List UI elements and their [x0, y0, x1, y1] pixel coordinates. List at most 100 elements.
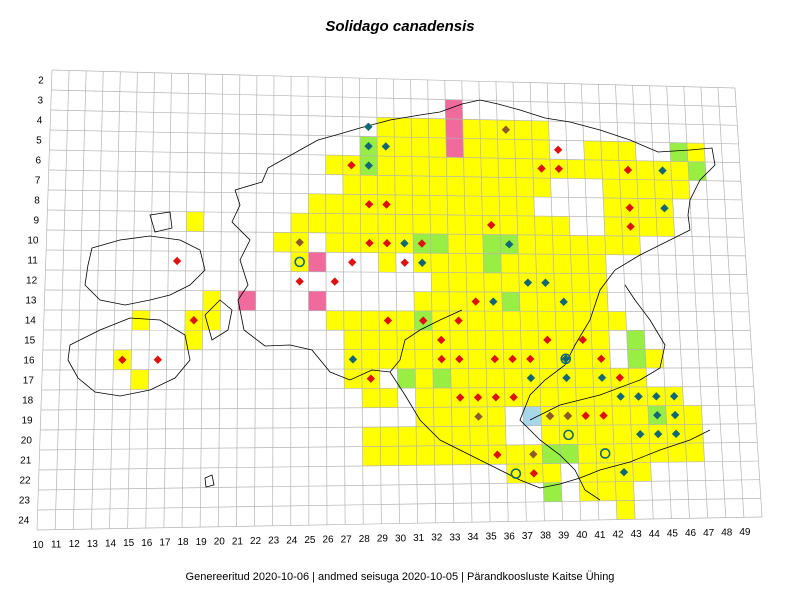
row-label: 23: [19, 496, 31, 507]
grid-cell-yellow: [468, 349, 487, 369]
grid-cell-yellow: [428, 118, 446, 138]
grid-line: [36, 69, 53, 531]
grid-cell-yellow: [600, 141, 619, 161]
grid-cell-yellow: [487, 406, 506, 427]
grid-cell-yellow: [483, 272, 502, 293]
grid-cell-yellow: [520, 311, 539, 331]
grid-line: [47, 209, 744, 219]
grid-cell-yellow: [589, 273, 608, 293]
grid-cell-green: [542, 444, 561, 464]
marker-diamond-teal: [636, 429, 645, 439]
grid-cell-yellow: [570, 254, 589, 274]
grid-line: [109, 71, 121, 529]
grid-cell-yellow: [684, 424, 704, 444]
grid-cell-yellow: [574, 349, 593, 369]
grid-line: [54, 70, 70, 530]
marker-diamond-red: [365, 238, 374, 248]
grid-line: [181, 73, 189, 528]
grid-cell-yellow: [595, 425, 614, 445]
grid-cell-green: [687, 161, 707, 181]
grid-cell-yellow: [431, 272, 450, 292]
grid-line: [72, 70, 87, 530]
row-label: 2: [38, 76, 44, 87]
grid-cell-yellow: [485, 330, 504, 350]
grid-cell-yellow: [380, 426, 399, 447]
grid-cell-yellow: [602, 179, 621, 199]
grid-cell-yellow: [613, 443, 633, 463]
grid-line: [495, 81, 509, 522]
column-label: 40: [576, 530, 588, 541]
grid-line: [254, 75, 258, 527]
grid-cell-yellow: [497, 139, 516, 159]
grid-line: [46, 229, 745, 238]
marker-diamond-red: [153, 355, 163, 364]
grid-cell-yellow: [553, 254, 572, 274]
island-saaremaa: [84, 235, 206, 306]
grid-line: [48, 169, 741, 182]
marker-diamond-red: [364, 200, 374, 209]
island-ruhnu: [204, 474, 215, 488]
row-label: 3: [37, 96, 43, 107]
grid-line: [38, 479, 760, 491]
grid-cell-yellow: [273, 232, 291, 253]
grid-cell-yellow: [395, 195, 413, 215]
grid-cell-yellow: [484, 311, 503, 331]
marker-diamond-teal: [658, 166, 667, 175]
grid-cell-yellow: [326, 310, 344, 331]
grid-cell-yellow: [411, 156, 430, 177]
grid-cell-yellow: [515, 177, 534, 197]
grid-cell-yellow: [452, 445, 471, 465]
marker-diamond-red: [471, 297, 480, 306]
grid-cell-yellow: [361, 349, 380, 369]
grid-line: [50, 129, 739, 145]
column-label: 12: [69, 539, 81, 550]
grid-cell-yellow: [186, 211, 204, 232]
grid-cell-yellow: [588, 254, 607, 274]
grid-cell-yellow: [590, 311, 609, 331]
grid-cell-yellow: [446, 176, 465, 196]
column-label: 24: [286, 535, 298, 546]
marker-diamond-red: [295, 277, 304, 286]
grid-cell-yellow: [514, 139, 533, 159]
marker-diamond-red: [417, 239, 427, 248]
column-label: 43: [631, 529, 643, 540]
grid-cell-yellow: [486, 368, 505, 388]
grid-cell-green: [626, 330, 646, 350]
grid-line: [649, 85, 672, 519]
marker-circle: [599, 448, 611, 459]
marker-diamond-teal: [526, 373, 536, 383]
grid-cell-yellow: [515, 158, 534, 178]
marker-diamond-red: [490, 354, 500, 364]
row-label: 19: [21, 416, 33, 427]
grid-line: [163, 73, 172, 528]
grid-cell-yellow: [656, 217, 675, 237]
marker-diamond-teal: [348, 355, 358, 364]
grid-cell-yellow: [469, 426, 489, 446]
grid-cell-yellow: [451, 426, 471, 446]
grid-cell-yellow: [396, 310, 415, 331]
grid-cell-yellow: [447, 214, 466, 235]
grid-cell-yellow: [379, 349, 398, 369]
grid-line: [341, 77, 346, 525]
grid-cell-yellow: [649, 443, 669, 463]
grid-cell-yellow: [537, 311, 556, 331]
grid-cell-yellow: [379, 330, 398, 350]
column-label: 15: [123, 538, 135, 549]
grid-cell-yellow: [431, 291, 450, 311]
marker-diamond-teal: [381, 142, 390, 151]
coastline-west: [231, 189, 463, 381]
marker-diamond-red: [189, 316, 199, 325]
grid-cell-yellow: [412, 195, 431, 215]
grid-cell-yellow: [415, 407, 434, 427]
grid-cell-yellow: [559, 425, 578, 445]
grid-cell-yellow: [343, 233, 361, 253]
grid-cell-yellow: [481, 177, 500, 197]
marker-diamond-teal: [671, 429, 681, 439]
column-label: 37: [522, 531, 534, 542]
marker-diamond-red: [599, 411, 608, 420]
marker-circle: [294, 256, 305, 268]
marker-diamond-red: [348, 258, 357, 267]
grid-cell-yellow: [534, 216, 553, 236]
marker-diamond-red: [508, 354, 517, 364]
